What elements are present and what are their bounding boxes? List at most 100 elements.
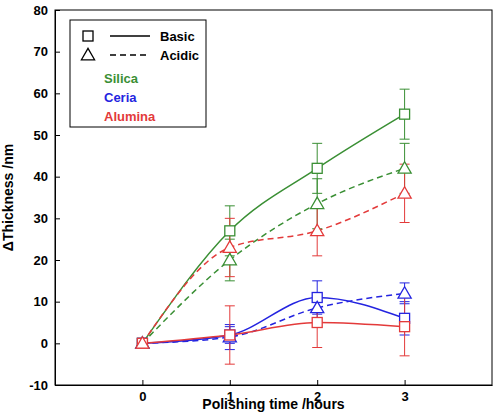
series-line	[142, 293, 404, 343]
y-tick-mark	[55, 52, 60, 53]
error-bar-cap	[400, 282, 410, 283]
error-bar-cap	[225, 205, 235, 206]
y-tick-label: 60	[34, 86, 48, 101]
error-bar-cap	[400, 143, 410, 144]
x-tick: 3	[401, 380, 408, 404]
y-tick-label: 30	[34, 211, 48, 226]
data-point	[225, 330, 235, 340]
series-line	[142, 323, 404, 344]
error-bar	[225, 306, 235, 364]
series-line	[142, 193, 404, 343]
data-point	[311, 301, 324, 312]
data-point	[398, 287, 411, 298]
y-tick-label: 80	[34, 3, 48, 18]
y-tick-mark	[55, 385, 60, 386]
y-tick-label: 40	[34, 169, 48, 184]
y-tick-label: 0	[41, 336, 48, 351]
error-bar-cap	[312, 143, 322, 144]
x-tick-label: 0	[139, 389, 146, 404]
data-point	[400, 322, 410, 332]
y-tick-mark	[55, 343, 60, 344]
y-tick-mark	[55, 218, 60, 219]
legend: Basic Acidic Silica Ceria Alumina	[70, 20, 206, 127]
y-tick-label: 10	[34, 294, 48, 309]
legend-label: Alumina	[104, 109, 156, 124]
legend-line	[110, 35, 150, 37]
y-tick-mark	[55, 177, 60, 178]
series-line	[142, 114, 404, 343]
error-bar-cap	[312, 178, 322, 179]
error-bar	[400, 89, 410, 139]
data-point	[312, 318, 322, 328]
error-bar-cap	[312, 347, 322, 348]
error-bar-cap	[225, 276, 235, 277]
x-tick-label: 3	[401, 389, 408, 404]
plot-frame	[55, 10, 492, 385]
legend-label: Silica	[104, 71, 139, 86]
error-bar-cap	[225, 218, 235, 219]
legend-marker	[81, 48, 94, 59]
data-point	[223, 330, 236, 341]
y-tick-label: 20	[34, 253, 48, 268]
data-point	[398, 162, 411, 173]
error-bar-cap	[312, 255, 322, 256]
error-bar	[400, 298, 410, 356]
y-tick: -10	[29, 378, 60, 393]
legend-label: Ceria	[104, 90, 137, 105]
y-tick: 0	[41, 336, 60, 351]
legend-line	[110, 54, 150, 56]
legend-label: Acidic	[160, 48, 199, 63]
data-point	[312, 163, 322, 173]
y-axis: -10 0 10 20 30 40 50 60 70 80	[29, 3, 60, 393]
y-tick-mark	[55, 260, 60, 261]
error-bar-cap	[225, 305, 235, 306]
y-axis-title: ΔThickness /nm	[0, 144, 16, 251]
y-tick-label: 70	[34, 44, 48, 59]
error-bar-cap	[225, 280, 235, 281]
error-bar-cap	[400, 222, 410, 223]
plot-area	[136, 89, 411, 364]
chart: 0123-1001020304050607080Polishing time /…	[0, 0, 500, 412]
x-axis-line	[56, 385, 493, 386]
y-tick: 80	[34, 3, 60, 18]
data-point	[136, 337, 149, 348]
y-tick: 10	[34, 294, 60, 309]
data-point	[225, 330, 235, 340]
y-tick-mark	[55, 135, 60, 136]
y-tick-label: -10	[29, 378, 48, 393]
y-tick: 30	[34, 211, 60, 226]
y-tick-mark	[55, 302, 60, 303]
error-bar-cap	[400, 89, 410, 90]
y-tick-mark	[55, 93, 60, 94]
y-tick-label: 50	[34, 128, 48, 143]
legend-marker	[83, 31, 93, 41]
x-tick-mark	[230, 380, 231, 385]
error-bar-cap	[400, 355, 410, 356]
data-point	[136, 337, 149, 348]
y-tick: 70	[34, 44, 60, 59]
y-axis-line	[55, 11, 56, 386]
x-tick-mark	[142, 380, 143, 385]
data-point	[225, 226, 235, 236]
data-point	[311, 224, 324, 235]
error-bar-cap	[225, 364, 235, 365]
x-axis-title: Polishing time /hours	[202, 396, 345, 412]
error-bar-cap	[400, 139, 410, 140]
y-tick-mark	[55, 10, 60, 11]
legend-box	[70, 20, 206, 127]
error-bar-cap	[312, 280, 322, 281]
data-point	[311, 197, 324, 208]
y-tick: 60	[34, 86, 60, 101]
data-point	[398, 187, 411, 198]
series-line	[142, 168, 404, 343]
data-point	[223, 253, 236, 264]
legend-label: Basic	[160, 29, 195, 44]
y-tick: 20	[34, 253, 60, 268]
data-point	[136, 337, 149, 348]
data-point	[400, 109, 410, 119]
data-point	[223, 241, 236, 252]
series-line	[142, 298, 404, 344]
x-tick: 0	[139, 380, 146, 404]
x-tick-mark	[405, 380, 406, 385]
x-tick-mark	[317, 380, 318, 385]
